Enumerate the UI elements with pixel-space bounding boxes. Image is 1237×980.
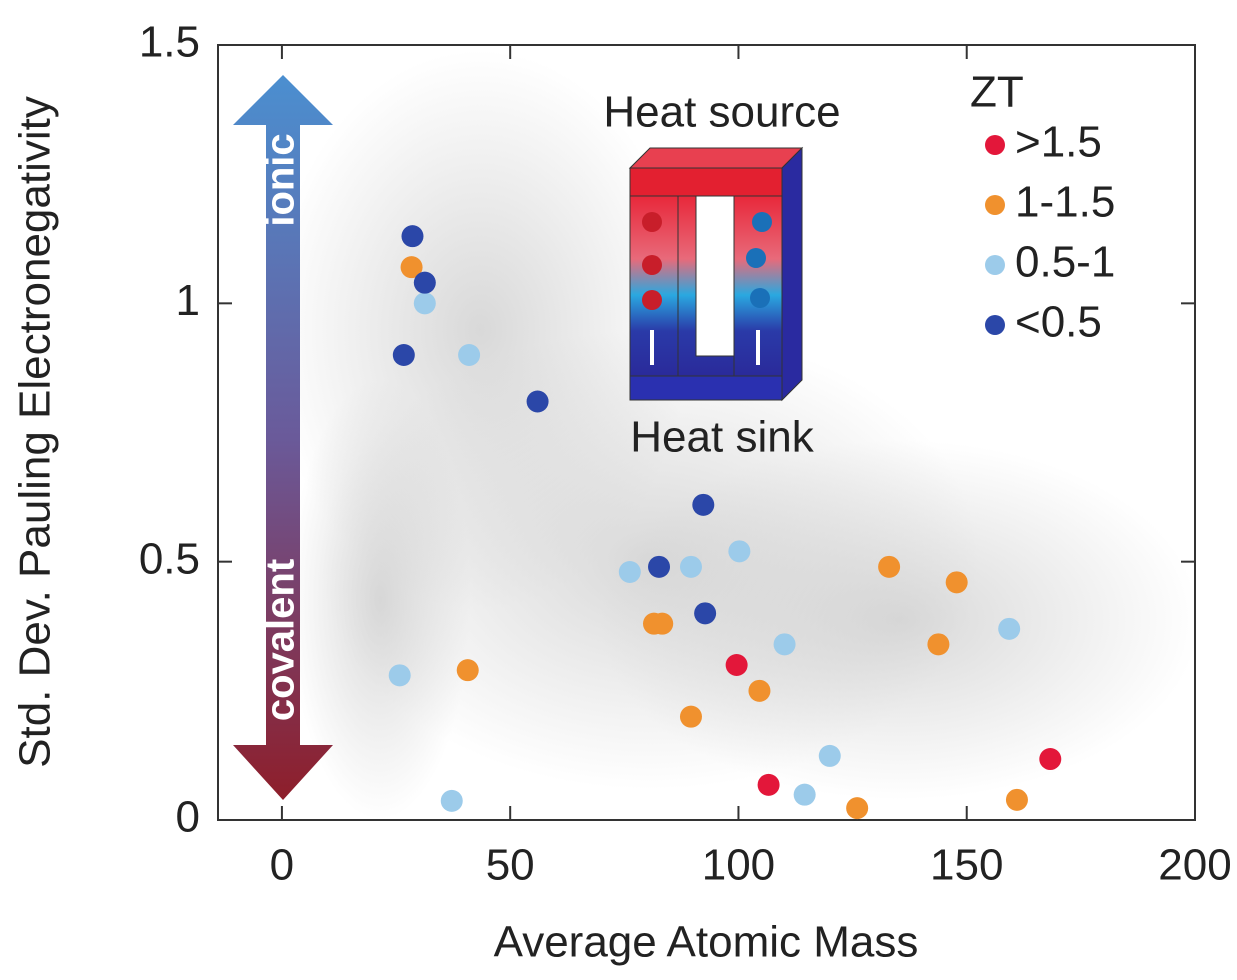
point (818, 744, 841, 767)
legend-marker (985, 135, 1005, 155)
point (388, 664, 411, 687)
y-axis-label: Std. Dev. Pauling Electronegativity (11, 96, 60, 768)
point (458, 344, 481, 366)
annotation: covalent (259, 559, 303, 721)
point (413, 292, 436, 315)
point (401, 225, 424, 248)
legend-label: 1-1.5 (1015, 178, 1115, 227)
point (392, 344, 415, 366)
point (440, 789, 463, 812)
x-tick-label: 100 (702, 841, 775, 890)
point (679, 705, 702, 728)
point (757, 773, 780, 796)
annotation: Heat source (603, 88, 840, 137)
point (773, 633, 796, 656)
legend-marker (985, 255, 1005, 275)
x-tick-label: 200 (1158, 841, 1231, 890)
legend-label: 0.5-1 (1015, 238, 1115, 287)
legend-label: <0.5 (1015, 298, 1102, 347)
point (1039, 748, 1062, 771)
point (679, 555, 702, 578)
point (400, 256, 423, 279)
annotation: Heat sink (630, 413, 814, 462)
plot-frame (217, 44, 1196, 821)
point (927, 633, 950, 656)
background-cloud (270, 50, 1200, 820)
point (1005, 788, 1028, 811)
y-tick-label: 0.5 (139, 534, 200, 583)
point (413, 271, 436, 294)
point (728, 540, 751, 563)
y-tick-label: 1 (176, 276, 200, 325)
x-tick-label: 50 (486, 841, 535, 890)
x-axis-label: Average Atomic Mass (494, 918, 919, 967)
point (878, 555, 901, 578)
legend-title: ZT (970, 68, 1024, 117)
point (725, 654, 748, 676)
x-tick-label: 150 (930, 841, 1003, 890)
annotation: ionic (259, 133, 303, 226)
point (526, 390, 549, 413)
point (456, 659, 479, 682)
point (651, 612, 674, 635)
point (618, 561, 641, 583)
point (846, 797, 869, 820)
legend-marker (985, 315, 1005, 335)
point (945, 571, 968, 594)
point (748, 679, 771, 702)
y-tick-label: 1.5 (139, 18, 200, 67)
thermoelectric-inset: Heat source Heat sink (603, 88, 840, 462)
ionic-covalent-arrow: ionic covalent (233, 75, 333, 800)
x-tick-label: 0 (270, 841, 294, 890)
legend-marker (985, 195, 1005, 215)
y-tick-label: 0 (176, 793, 200, 842)
point (998, 617, 1021, 640)
point (648, 555, 671, 578)
point (692, 493, 715, 516)
point (793, 783, 816, 806)
legend-label: >1.5 (1015, 118, 1102, 167)
point (694, 602, 717, 625)
